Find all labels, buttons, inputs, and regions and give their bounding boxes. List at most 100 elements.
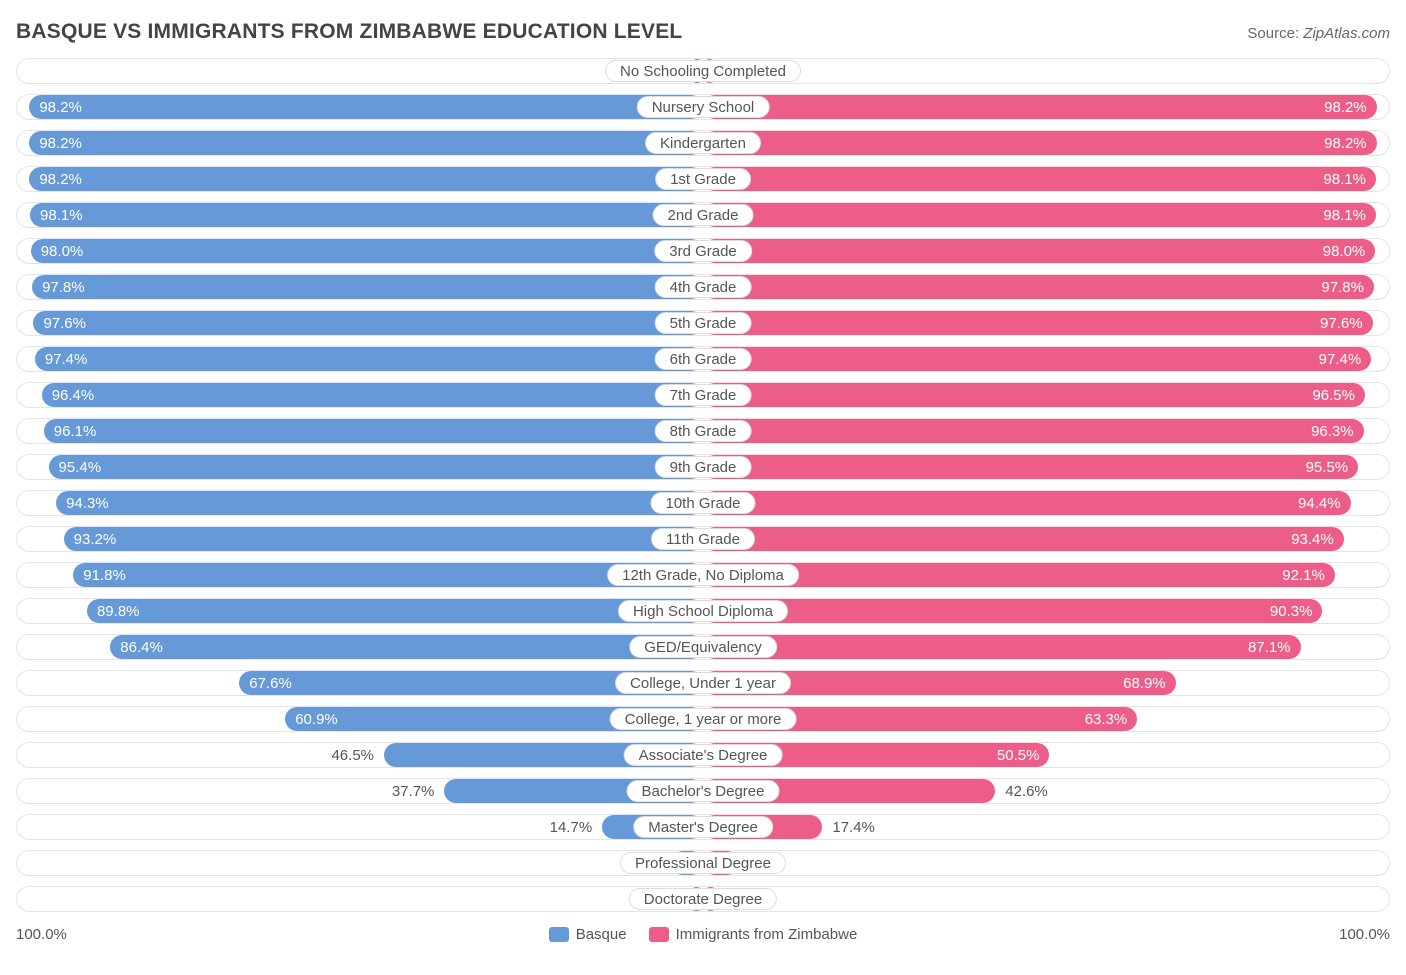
- source-name: ZipAtlas.com: [1303, 25, 1390, 42]
- chart-row: 96.1% 96.3% 8th Grade: [16, 418, 1390, 444]
- value-basque: 86.4%: [110, 635, 173, 659]
- category-label: Bachelor's Degree: [627, 780, 780, 802]
- bar-zimbabwe: [703, 131, 1377, 155]
- chart-row: 97.8%97.8%4th Grade: [16, 274, 1390, 300]
- axis-max-left: 100.0%: [16, 926, 67, 943]
- chart-row: 98.2% 98.2% Kindergarten: [16, 130, 1390, 156]
- source-prefix: Source:: [1247, 25, 1299, 42]
- value-zimbabwe: 50.5%: [987, 743, 1050, 767]
- chart-footer: 100.0% Basque Immigrants from Zimbabwe 1…: [10, 912, 1396, 953]
- value-zimbabwe: 93.4%: [1281, 527, 1344, 551]
- chart-row: 67.6% 68.9% College, Under 1 year: [16, 670, 1390, 696]
- category-label: College, Under 1 year: [615, 672, 791, 694]
- value-zimbabwe: 68.9%: [1113, 671, 1176, 695]
- bar-zimbabwe: [703, 167, 1376, 191]
- category-label: 12th Grade, No Diploma: [607, 564, 799, 586]
- category-label: 9th Grade: [655, 456, 752, 478]
- bar-zimbabwe: [703, 347, 1371, 371]
- value-zimbabwe: 63.3%: [1075, 707, 1138, 731]
- chart-row: 60.9%63.3%College, 1 year or more: [16, 706, 1390, 732]
- chart-row: 96.4%96.5%7th Grade: [16, 382, 1390, 408]
- bar-basque: [30, 203, 703, 227]
- bar-basque: [33, 311, 703, 335]
- value-zimbabwe: 97.6%: [1310, 311, 1373, 335]
- bar-basque: [87, 599, 703, 623]
- bar-zimbabwe: [703, 95, 1377, 119]
- value-basque: 98.1%: [30, 203, 93, 227]
- value-basque: 95.4%: [49, 455, 112, 479]
- value-basque: 94.3%: [56, 491, 119, 515]
- category-label: Kindergarten: [645, 132, 761, 154]
- chart-row: 91.8%92.1%12th Grade, No Diploma: [16, 562, 1390, 588]
- value-zimbabwe: 97.4%: [1309, 347, 1372, 371]
- value-zimbabwe: 98.1%: [1313, 167, 1376, 191]
- value-basque: 98.2%: [29, 95, 92, 119]
- bar-basque: [35, 347, 703, 371]
- legend-label-basque: Basque: [576, 926, 627, 943]
- value-basque: 98.2%: [29, 167, 92, 191]
- chart-row: 46.5%50.5%Associate's Degree: [16, 742, 1390, 768]
- chart-row: 1.8%1.9%No Schooling Completed: [16, 58, 1390, 84]
- category-label: Doctorate Degree: [629, 888, 777, 910]
- value-zimbabwe: 92.1%: [1272, 563, 1335, 587]
- bar-zimbabwe: [703, 383, 1365, 407]
- bar-basque: [32, 275, 703, 299]
- chart-row: 98.2% 98.1% 1st Grade: [16, 166, 1390, 192]
- bar-zimbabwe: [703, 599, 1322, 623]
- bar-zimbabwe: [703, 419, 1364, 443]
- value-zimbabwe: 42.6%: [995, 779, 1058, 803]
- bar-zimbabwe: [703, 311, 1373, 335]
- chart-row: 14.7%17.4%Master's Degree: [16, 814, 1390, 840]
- axis-max-right: 100.0%: [1339, 926, 1390, 943]
- chart-title: BASQUE VS IMMIGRANTS FROM ZIMBABWE EDUCA…: [16, 20, 682, 44]
- value-basque: 89.8%: [87, 599, 150, 623]
- chart-row: 98.2%98.2%Nursery School: [16, 94, 1390, 120]
- category-label: 1st Grade: [655, 168, 751, 190]
- value-zimbabwe: 90.3%: [1260, 599, 1323, 623]
- chart-row: 98.1% 98.1% 2nd Grade: [16, 202, 1390, 228]
- legend-label-zimbabwe: Immigrants from Zimbabwe: [676, 926, 858, 943]
- value-zimbabwe: 96.3%: [1301, 419, 1364, 443]
- bar-basque: [49, 455, 703, 479]
- bar-basque: [29, 95, 703, 119]
- chart-row: 37.7% 42.6% Bachelor's Degree: [16, 778, 1390, 804]
- legend-item-basque: Basque: [549, 926, 627, 943]
- bar-zimbabwe: [703, 635, 1301, 659]
- chart-row: 93.2%93.4%11th Grade: [16, 526, 1390, 552]
- value-zimbabwe: 17.4%: [822, 815, 885, 839]
- category-label: Professional Degree: [620, 852, 786, 874]
- category-label: Master's Degree: [633, 816, 773, 838]
- chart-row: 94.3%94.4%10th Grade: [16, 490, 1390, 516]
- legend-item-zimbabwe: Immigrants from Zimbabwe: [649, 926, 858, 943]
- legend-swatch-basque: [549, 927, 569, 942]
- value-basque: 98.2%: [29, 131, 92, 155]
- category-label: Nursery School: [637, 96, 770, 118]
- chart-row: 98.0%98.0%3rd Grade: [16, 238, 1390, 264]
- bar-basque: [31, 239, 703, 263]
- bar-zimbabwe: [703, 491, 1351, 515]
- category-label: 4th Grade: [655, 276, 752, 298]
- category-label: 8th Grade: [655, 420, 752, 442]
- category-label: 11th Grade: [651, 528, 755, 550]
- bar-zimbabwe: [703, 239, 1375, 263]
- value-zimbabwe: 87.1%: [1238, 635, 1301, 659]
- category-label: High School Diploma: [618, 600, 788, 622]
- bar-basque: [64, 527, 703, 551]
- chart-source: Source: ZipAtlas.com: [1247, 25, 1390, 42]
- category-label: 5th Grade: [655, 312, 752, 334]
- value-zimbabwe: 98.1%: [1313, 203, 1376, 227]
- chart-row: 86.4%87.1%GED/Equivalency: [16, 634, 1390, 660]
- legend: Basque Immigrants from Zimbabwe: [549, 926, 858, 943]
- bar-zimbabwe: [703, 455, 1358, 479]
- chart-rows: 1.8%1.9%No Schooling Completed98.2%98.2%…: [10, 58, 1396, 912]
- value-basque: 97.4%: [35, 347, 98, 371]
- value-basque: 67.6%: [239, 671, 302, 695]
- value-basque: 96.1%: [44, 419, 107, 443]
- value-basque: 97.6%: [33, 311, 96, 335]
- category-label: College, 1 year or more: [610, 708, 797, 730]
- value-zimbabwe: 98.2%: [1314, 131, 1377, 155]
- value-zimbabwe: 94.4%: [1288, 491, 1351, 515]
- value-basque: 37.7%: [382, 779, 445, 803]
- bar-basque: [29, 131, 703, 155]
- category-label: 2nd Grade: [653, 204, 754, 226]
